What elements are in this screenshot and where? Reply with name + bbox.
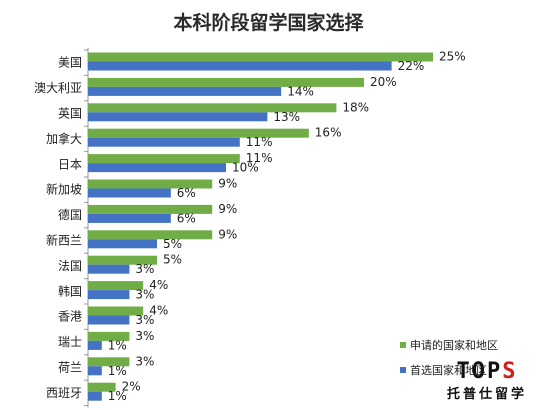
category-label: 法国 <box>58 259 82 273</box>
data-label-first-choice: 1% <box>108 389 127 403</box>
bar-first-choice <box>88 86 282 96</box>
data-label-applied: 20% <box>370 75 397 89</box>
data-label-first-choice: 13% <box>273 110 300 124</box>
legend-swatch-applied <box>400 342 406 348</box>
bar-applied <box>88 128 309 138</box>
bar-first-choice <box>88 188 171 198</box>
bar-applied <box>88 255 157 265</box>
bar-first-choice <box>88 340 102 350</box>
data-label-applied: 25% <box>439 50 466 64</box>
bar-first-choice <box>88 137 240 147</box>
bar-first-choice <box>88 391 102 401</box>
bar-applied <box>88 357 130 367</box>
bar-first-choice <box>88 213 171 223</box>
data-label-first-choice: 6% <box>177 211 196 225</box>
bar-applied <box>88 204 213 214</box>
data-label-first-choice: 10% <box>232 161 259 175</box>
data-label-applied: 9% <box>218 202 237 216</box>
bar-applied <box>88 77 364 87</box>
bar-first-choice <box>88 112 268 122</box>
data-label-first-choice: 3% <box>135 288 154 302</box>
legend-label-first-choice: 首选国家和地区 <box>410 363 487 377</box>
bar-first-choice <box>88 163 226 173</box>
data-label-applied: 9% <box>218 177 237 191</box>
data-label-applied: 4% <box>149 304 168 318</box>
category-label: 德国 <box>58 207 82 222</box>
category-label: 加拿大 <box>46 131 82 146</box>
data-label-first-choice: 6% <box>177 186 196 200</box>
data-label-applied: 2% <box>122 380 141 394</box>
data-label-applied: 18% <box>342 100 369 114</box>
bar-applied <box>88 306 144 316</box>
category-label: 新西兰 <box>46 233 82 248</box>
data-label-applied: 5% <box>163 253 182 267</box>
data-label-first-choice: 1% <box>108 338 127 352</box>
data-label-applied: 11% <box>246 151 273 165</box>
category-label: 澳大利亚 <box>34 81 82 95</box>
bar-first-choice <box>88 366 102 376</box>
data-label-applied: 16% <box>315 126 342 140</box>
data-label-first-choice: 1% <box>108 364 127 378</box>
data-label-applied: 9% <box>218 227 237 241</box>
watermark-text: 托普仕留学 <box>446 387 527 402</box>
category-label: 西班牙 <box>46 386 82 400</box>
data-label-first-choice: 11% <box>246 135 273 149</box>
bar-applied <box>88 281 144 291</box>
data-label-first-choice: 14% <box>287 84 314 98</box>
bar-applied <box>88 331 130 341</box>
bar-first-choice <box>88 239 157 249</box>
bar-applied <box>88 179 213 189</box>
category-label: 香港 <box>58 310 82 324</box>
bar-first-choice <box>88 315 130 325</box>
bar-first-choice <box>88 61 392 71</box>
bar-first-choice <box>88 290 130 300</box>
category-label: 荷兰 <box>58 361 82 375</box>
category-label: 美国 <box>58 56 82 70</box>
bar-applied <box>88 382 116 392</box>
category-label: 英国 <box>58 107 82 121</box>
data-label-first-choice: 3% <box>135 313 154 327</box>
legend-swatch-first-choice <box>400 367 406 373</box>
bar-applied <box>88 154 240 164</box>
legend-label-applied: 申请的国家和地区 <box>410 338 498 352</box>
data-label-applied: 3% <box>135 354 154 368</box>
watermark-logo-mark: TOPS <box>456 359 518 384</box>
category-label: 日本 <box>58 157 82 171</box>
data-label-first-choice: 22% <box>398 59 425 73</box>
tops-watermark-logo: TOPS 托普仕留学 <box>446 359 527 403</box>
bar-applied <box>88 230 213 240</box>
bar-first-choice <box>88 264 130 274</box>
chart-title: 本科阶段留学国家选择 <box>173 12 364 34</box>
bar-applied <box>88 103 337 113</box>
data-label-first-choice: 3% <box>135 262 154 276</box>
category-label: 韩国 <box>58 283 82 298</box>
category-label: 瑞士 <box>58 335 82 349</box>
data-label-first-choice: 5% <box>163 237 182 251</box>
bar-applied <box>88 52 433 62</box>
category-label: 新加坡 <box>46 182 82 197</box>
data-label-applied: 3% <box>135 329 154 343</box>
data-label-applied: 4% <box>149 278 168 292</box>
